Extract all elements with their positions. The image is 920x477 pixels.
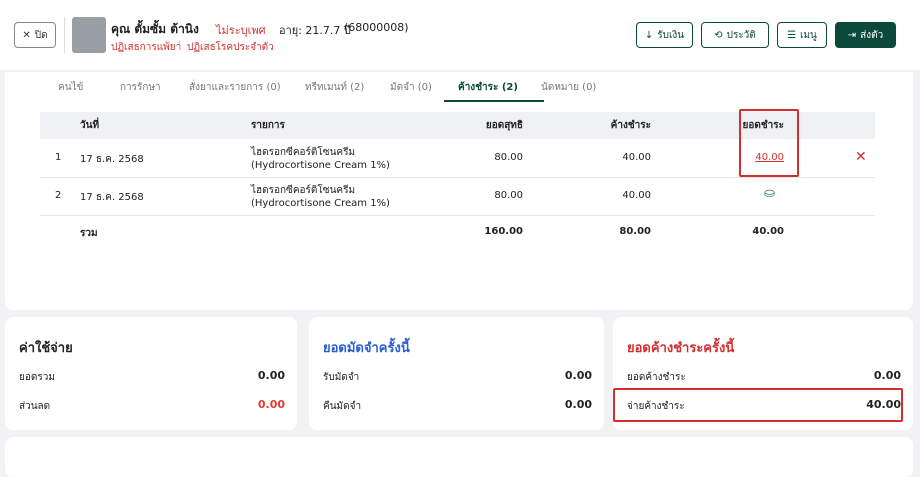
- column-header: รายการ: [251, 120, 285, 131]
- tab[interactable]: การรักษา: [120, 82, 161, 93]
- menu-button[interactable]: ☰ เมนู: [777, 22, 827, 48]
- highlight-box: [739, 109, 799, 177]
- date: 17 ธ.ค. 2568: [80, 192, 144, 203]
- item-name: ไฮดรอกซีคอร์ติโซนครีม: [251, 147, 356, 158]
- tab-underline: [444, 100, 544, 102]
- patient-name: คุณ ตั้มซั้ม ต้านิง: [111, 22, 199, 36]
- row-label: ยอดค้างชำระ: [627, 372, 686, 383]
- column-header: ยอดชำระ: [742, 120, 784, 131]
- button-label: ประวัติ: [726, 29, 756, 41]
- pay-icon[interactable]: ⛀: [764, 186, 775, 201]
- summary-card: [613, 317, 913, 430]
- avatar: [72, 17, 106, 53]
- total-cell: 40.00: [752, 226, 784, 237]
- card-title: ยอดค้างชำระครั้งนี้: [627, 341, 735, 356]
- button-label: รับเงิน: [657, 29, 685, 41]
- row-value: 0.00: [564, 398, 592, 411]
- refer-button[interactable]: ⇥ ส่งตัว: [835, 22, 896, 48]
- item-name-en: (Hydrocortisone Cream 1%): [251, 198, 390, 209]
- table-header-bg: [40, 112, 875, 139]
- total-cell: 160.00: [484, 226, 523, 237]
- pay-amount-link[interactable]: 40.00: [755, 152, 784, 163]
- row-value: 40.00: [866, 398, 901, 411]
- summary-card: [5, 317, 297, 430]
- row-value: 0.00: [257, 398, 285, 411]
- row-divider: [40, 177, 875, 178]
- age: อายุ: 21.7.7 ปี: [279, 24, 351, 37]
- history-button[interactable]: ⟲ ประวัติ: [701, 22, 769, 48]
- row-label: รับมัดจำ: [323, 372, 360, 383]
- row-divider: [40, 215, 875, 216]
- disease: ปฏิเสธโรคประจำตัว: [187, 42, 274, 53]
- hn: (68000008): [344, 21, 409, 34]
- tab[interactable]: มัดจำ (0): [390, 82, 432, 93]
- total-cell: รวม: [80, 228, 98, 239]
- column-header: ยอดสุทธิ: [485, 120, 523, 131]
- column-header: วันที่: [80, 120, 100, 131]
- row-value: 0.00: [873, 369, 901, 382]
- card-title: ยอดมัดจำครั้งนี้: [323, 341, 410, 356]
- delete-icon[interactable]: ✕: [855, 149, 867, 165]
- summary-card: [309, 317, 604, 430]
- row-value: 0.00: [257, 369, 285, 382]
- row-label: จ่ายค้างชำระ: [627, 401, 685, 412]
- button-label: ส่งตัว: [860, 29, 884, 41]
- bottom-card: [5, 437, 913, 477]
- due-amount: 40.00: [622, 190, 651, 201]
- column-header: ค้างชำระ: [610, 120, 651, 131]
- tab[interactable]: ค้างชำระ (2): [458, 82, 518, 93]
- gender: ไม่ระบุเพศ: [216, 24, 266, 37]
- button-label: เมนู: [800, 29, 817, 41]
- card-title: ค่าใช้จ่าย: [19, 341, 73, 356]
- row-label: ยอดรวม: [19, 372, 55, 383]
- net-amount: 80.00: [494, 152, 523, 163]
- row-label: ส่วนลด: [19, 401, 51, 412]
- tab[interactable]: คนไข้: [58, 82, 84, 93]
- tab[interactable]: นัดหมาย (0): [541, 82, 597, 93]
- row-index: 2: [55, 190, 62, 201]
- allergy: ปฏิเสธการแพ้ยา: [111, 42, 182, 53]
- total-cell: 80.00: [619, 226, 651, 237]
- tab[interactable]: สั่งยาและรายการ (0): [189, 82, 281, 93]
- close-label: ปิด: [34, 29, 48, 41]
- separator: |: [178, 40, 182, 51]
- due-amount: 40.00: [622, 152, 651, 163]
- highlight-box: [613, 388, 903, 422]
- row-label: คืนมัดจำ: [323, 401, 362, 412]
- receive-button[interactable]: ↓ รับเงิน: [636, 22, 693, 48]
- net-amount: 80.00: [494, 190, 523, 201]
- close-button[interactable]: ✕ ปิด: [14, 22, 56, 48]
- main-card: [5, 72, 913, 310]
- row-index: 1: [55, 152, 62, 163]
- tab[interactable]: ทรีทเมนท์ (2): [305, 82, 365, 93]
- divider: [64, 17, 65, 53]
- item-name-en: (Hydrocortisone Cream 1%): [251, 160, 390, 171]
- row-value: 0.00: [564, 369, 592, 382]
- date: 17 ธ.ค. 2568: [80, 154, 144, 165]
- item-name: ไฮดรอกซีคอร์ติโซนครีม: [251, 185, 356, 196]
